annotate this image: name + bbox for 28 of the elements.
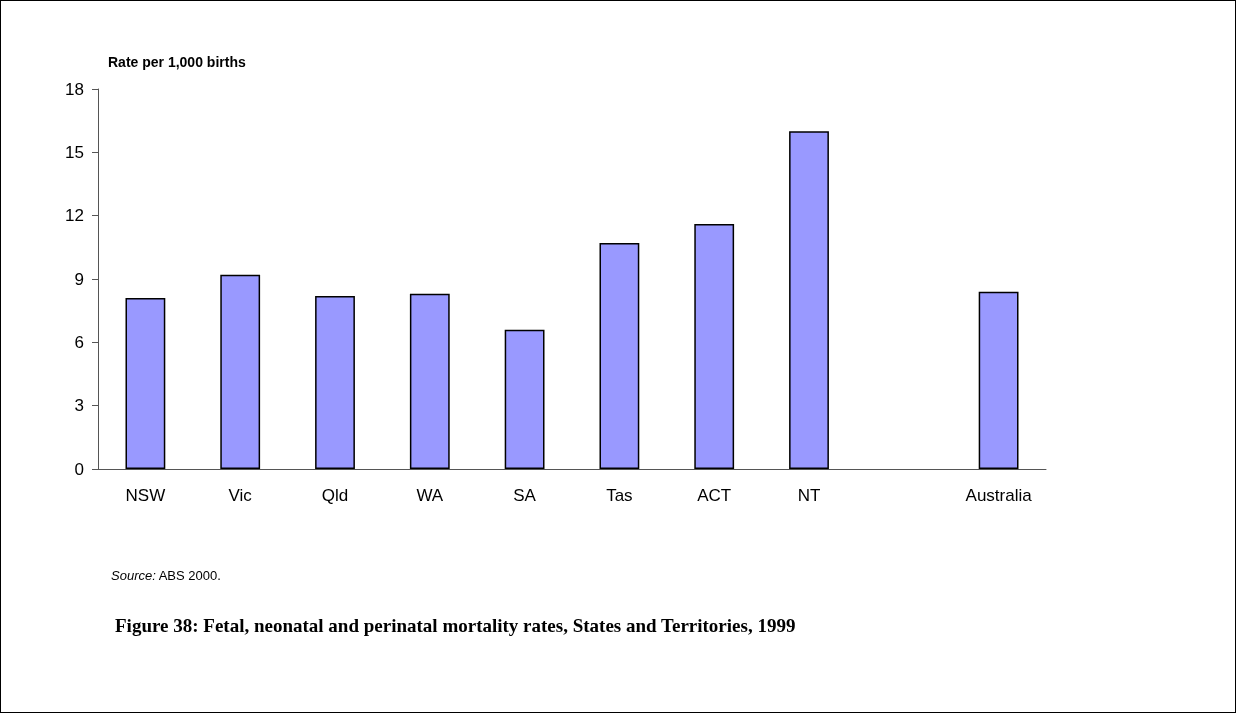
bar (599, 243, 640, 469)
y-tick-label: 18 (65, 79, 84, 99)
bar (220, 274, 261, 469)
y-tick-label: 6 (74, 332, 84, 352)
y-tick-label: 12 (65, 206, 84, 226)
x-tick-label: Australia (965, 486, 1033, 505)
text: Figure 38: Fetal, neonatal and perinatal mortality rates, States and Territories, 1999 (115, 615, 796, 636)
bar (694, 224, 735, 469)
bar (504, 329, 545, 469)
x-tick-label: Tas (606, 486, 633, 505)
y-tick-label: 3 (74, 396, 84, 416)
bar (978, 291, 1019, 469)
source-note: Source: ABS 2000. (111, 568, 221, 583)
x-tick-label: NT (797, 486, 821, 505)
x-tick-label: Qld (321, 486, 349, 505)
x-tick-label: ACT (697, 486, 732, 505)
x-tick-label: Vic (228, 486, 253, 505)
x-tick-label: NSW (125, 486, 166, 505)
bar (789, 131, 829, 469)
y-axis-title: Rate per 1,000 births (108, 54, 246, 70)
y-tick-label: 9 (74, 269, 84, 289)
bar (409, 293, 450, 469)
x-tick-label: SA (513, 486, 537, 505)
bar (125, 298, 166, 469)
y-tick-label: 0 (74, 459, 84, 479)
y-tick-label: 15 (65, 142, 84, 162)
x-tick-label: WA (416, 486, 444, 505)
bar (315, 295, 355, 469)
